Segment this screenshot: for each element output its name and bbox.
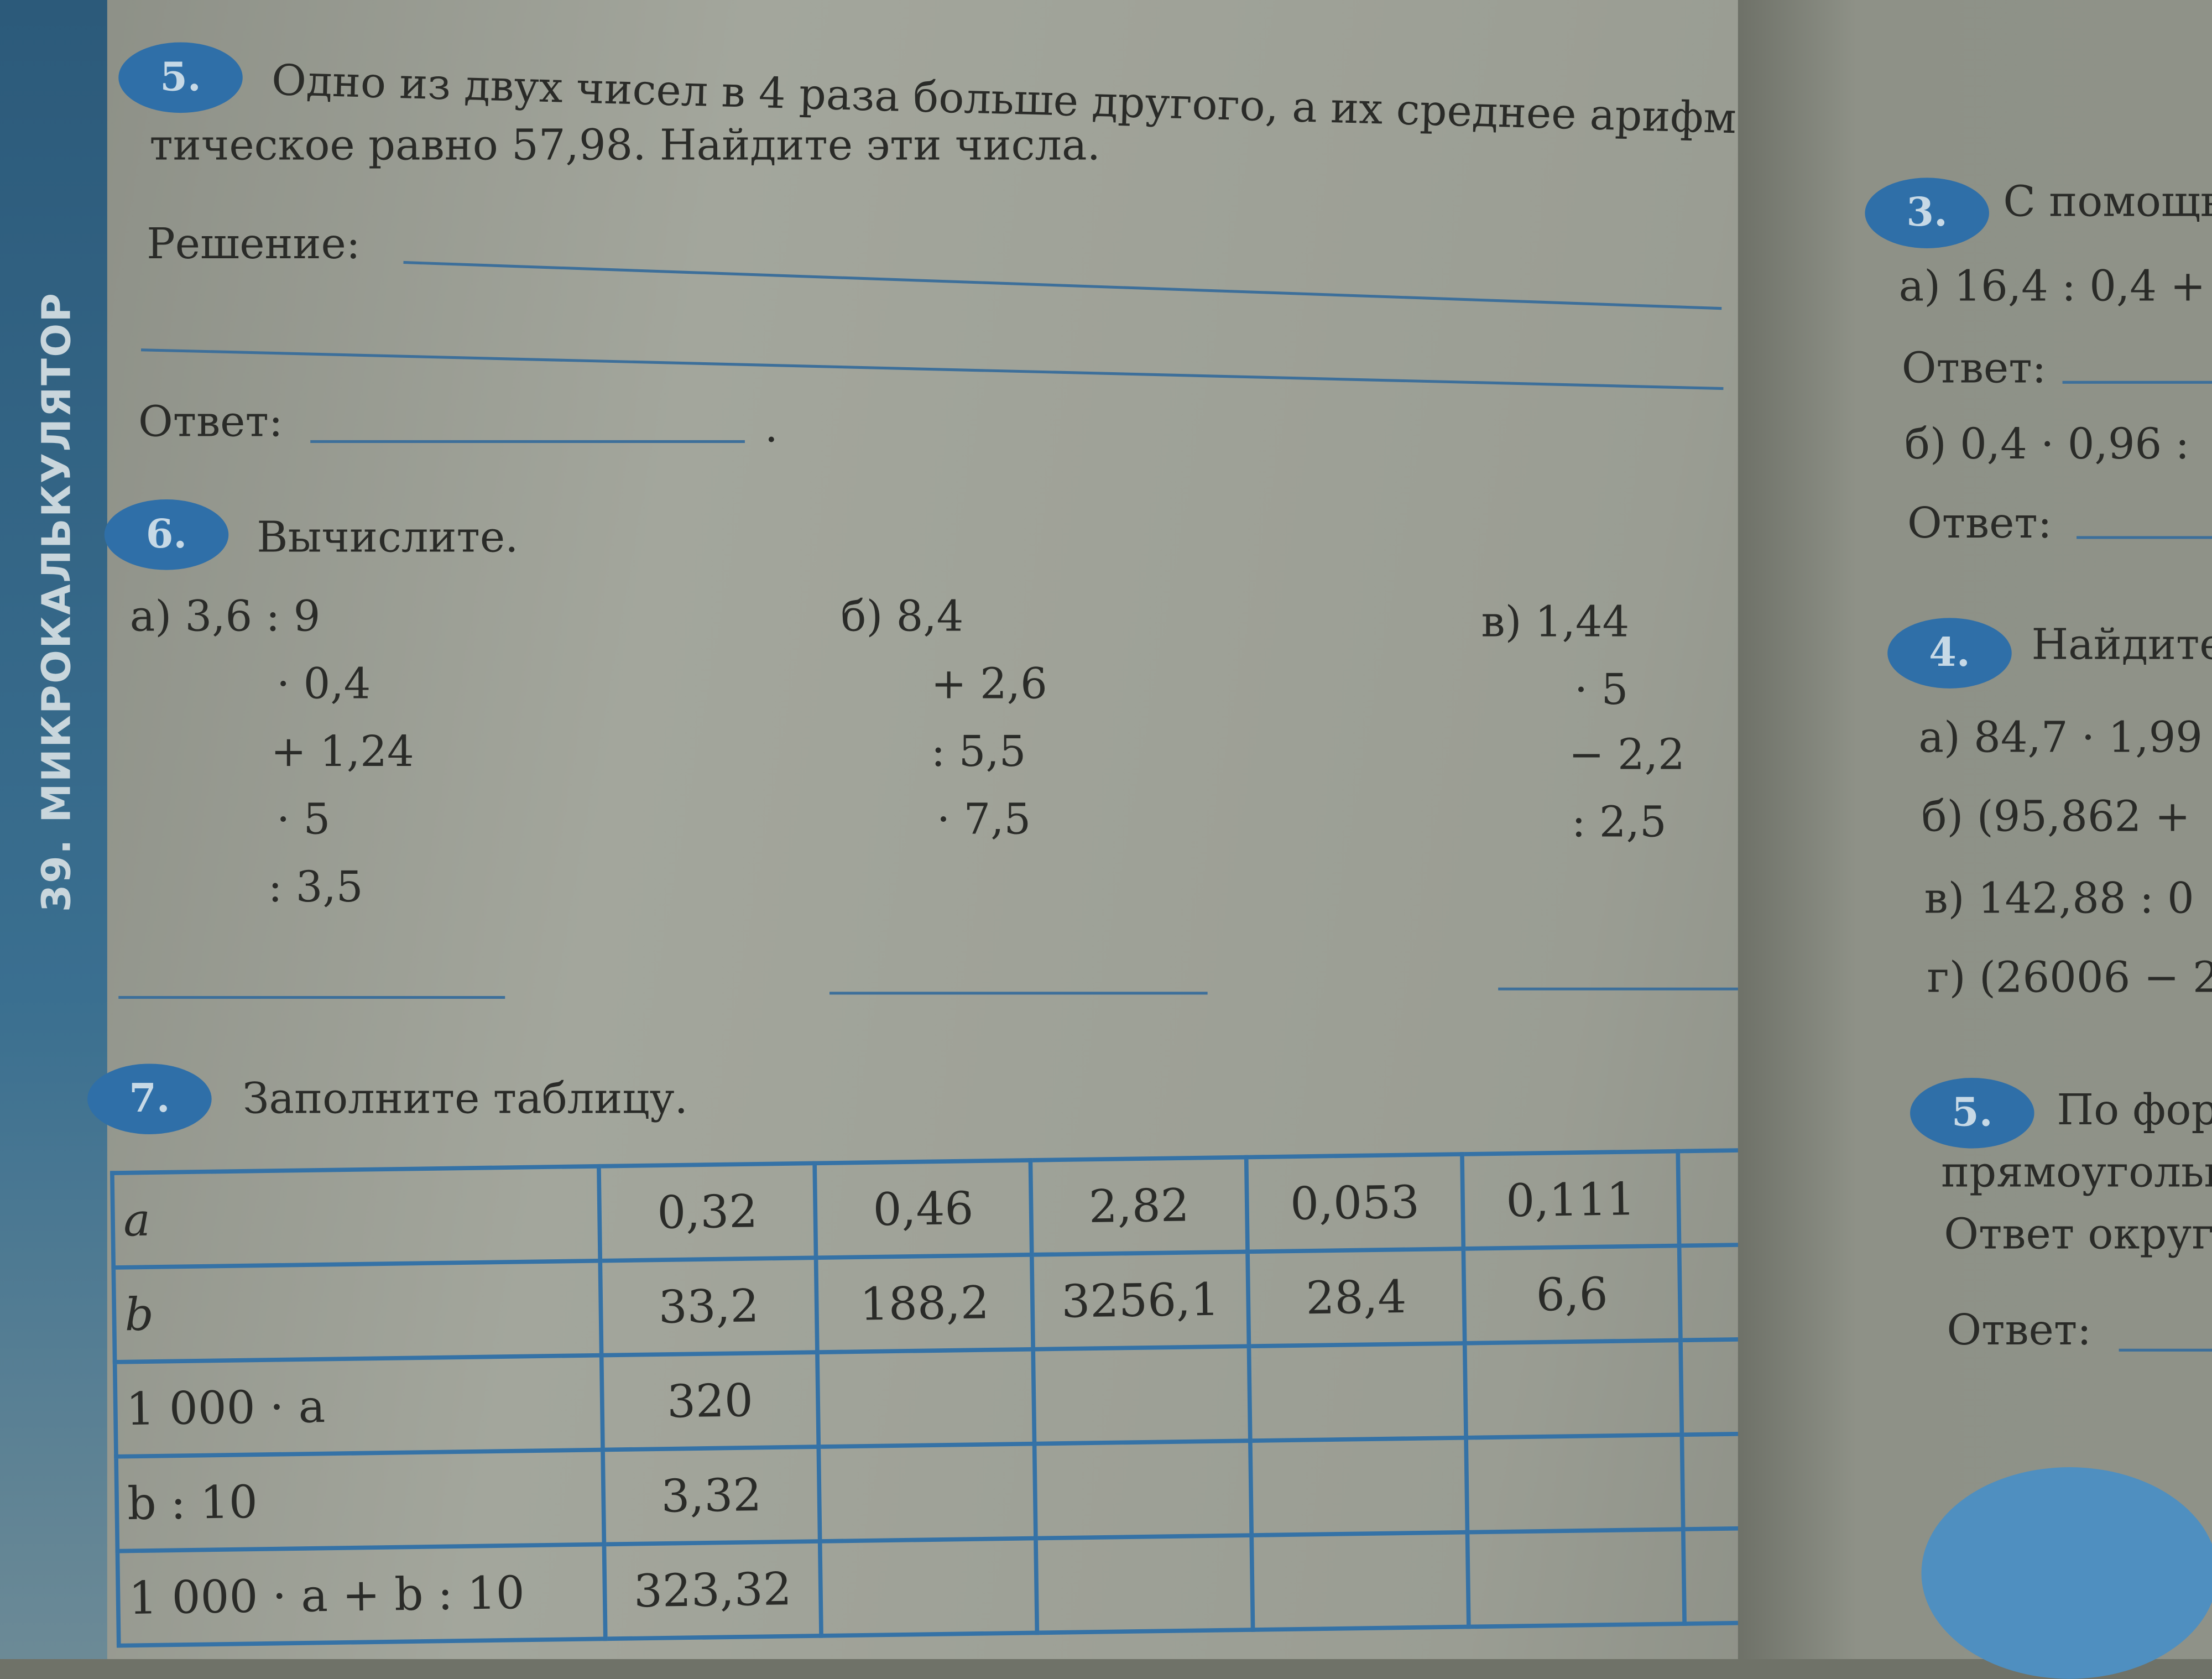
table-cell: 0,111 — [1462, 1151, 1679, 1249]
task6-b-answer-line[interactable] — [829, 992, 1208, 995]
solution-line-1[interactable] — [403, 260, 1722, 310]
task5r-title: По фор — [2057, 1086, 2212, 1136]
table-cell[interactable] — [1034, 1441, 1252, 1539]
task6-c-1: в) 1,44 — [1481, 598, 1630, 648]
task5-answer-line[interactable] — [310, 440, 745, 444]
task4-c: в) 142,88 : 0 — [1924, 874, 2194, 924]
table-cell: 3256,1 — [1031, 1252, 1249, 1349]
task5r-answer-line[interactable] — [2119, 1348, 2212, 1352]
table-cell[interactable] — [1464, 1340, 1682, 1438]
task4-d: г) (26006 − 2 — [1927, 953, 2212, 1003]
task4-badge: 4. — [1887, 618, 2012, 689]
table-cell: 6,6 — [1463, 1245, 1681, 1343]
table-cell: 0,053 — [1246, 1154, 1464, 1252]
table-cell[interactable] — [1467, 1529, 1685, 1627]
task3-a: а) 16,4 : 0,4 + — [1898, 262, 2206, 312]
table-cell: 320 — [601, 1352, 819, 1450]
right-page: 3. С помощь а) 16,4 : 0,4 + Ответ: б) 0,… — [1738, 0, 2212, 1679]
table-cell: 323,32 — [604, 1541, 822, 1639]
table-cell[interactable] — [1035, 1535, 1253, 1633]
table-cell: 28,4 — [1248, 1248, 1465, 1347]
table-cell[interactable] — [1033, 1346, 1250, 1444]
table-cell: 188,2 — [816, 1254, 1034, 1353]
task6-a-5: : 3,5 — [268, 863, 363, 913]
task4-a: а) 84,7 · 1,99 — [1918, 713, 2203, 764]
task5r-line2: прямоугольн — [1941, 1148, 2212, 1198]
task6-a-answer-line[interactable] — [118, 996, 505, 999]
task6-c-2: · 5 — [1574, 666, 1629, 716]
task5-badge: 5. — [118, 42, 243, 113]
task6-a-1: а) 3,6 : 9 — [129, 592, 321, 642]
table-cell[interactable] — [1249, 1343, 1467, 1441]
task3-answer2: Ответ: — [1907, 499, 2052, 549]
table-cell: 33,2 — [600, 1258, 817, 1355]
task6-b-3: : 5,5 — [931, 728, 1026, 778]
table-cell[interactable] — [820, 1538, 1037, 1636]
task6-a-4: · 5 — [276, 795, 331, 846]
task5-dot: . — [764, 403, 778, 453]
row-label: b : 10 — [116, 1449, 604, 1551]
task5-line2: тическое равно 57,98. Найдите эти числа. — [149, 121, 1100, 171]
task5r-line3: Ответ округ — [1944, 1210, 2212, 1260]
task7-title: Заполните таблицу. — [242, 1075, 688, 1125]
task6-c-answer-line[interactable] — [1498, 987, 1755, 990]
table-cell[interactable] — [817, 1349, 1035, 1447]
row-label: b — [113, 1260, 602, 1362]
task7-badge: 7. — [87, 1063, 212, 1135]
task6-c-4: : 2,5 — [1571, 798, 1667, 848]
chapter-title: 39. МИКРОКАЛЬКУЛЯТОР — [33, 291, 80, 912]
table-cell: 3,32 — [603, 1447, 820, 1545]
task5r-answer: Ответ: — [1947, 1306, 2091, 1356]
calculator-symbols-icon — [1921, 1467, 2212, 1679]
solution-line-2[interactable] — [140, 348, 1724, 390]
task6-b-2: + 2,6 — [931, 660, 1047, 710]
table-cell[interactable] — [1466, 1435, 1683, 1532]
table-cell: 0,46 — [815, 1160, 1032, 1258]
table-cell: 0,32 — [598, 1163, 816, 1261]
task5r-badge: 5. — [1910, 1077, 2034, 1149]
task3-badge: 3. — [1865, 178, 1989, 248]
value-table: a0,320,462,820,0530,1117,84b33,2188,2325… — [110, 1146, 1902, 1647]
task6-b-4: · 7,5 — [936, 795, 1031, 846]
task3-title: С помощь — [2003, 178, 2212, 227]
table-cell[interactable] — [1251, 1532, 1469, 1630]
task3-answer1: Ответ: — [1901, 344, 2047, 394]
task4-b: б) (95,862 + — [1921, 792, 2190, 842]
table-cell: 2,82 — [1030, 1157, 1248, 1255]
task6-a-3: + 1,24 — [270, 728, 414, 778]
row-label: 1 000 · a — [114, 1355, 603, 1457]
row-label: a — [112, 1166, 601, 1268]
task5-answer-label: Ответ: — [138, 398, 283, 447]
task3-answer1-line[interactable] — [2062, 380, 2212, 384]
task5-solution-label: Решение: — [147, 220, 361, 270]
task6-c-3: − 2,2 — [1568, 731, 1685, 780]
task3-answer2-line[interactable] — [2077, 536, 2212, 539]
table-cell[interactable] — [1250, 1437, 1468, 1536]
task6-title: Вычислите. — [257, 513, 519, 563]
task6-a-2: · 0,4 — [276, 660, 371, 710]
task4-title: Найдите — [2031, 620, 2212, 670]
table-cell[interactable] — [818, 1443, 1036, 1541]
chapter-strip — [0, 0, 107, 1659]
task6-b-1: б) 8,4 — [841, 592, 964, 642]
row-label: 1 000 · a + b : 10 — [117, 1544, 606, 1646]
task3-b: б) 0,4 · 0,96 : — [1904, 420, 2190, 470]
task6-badge: 6. — [104, 499, 229, 570]
